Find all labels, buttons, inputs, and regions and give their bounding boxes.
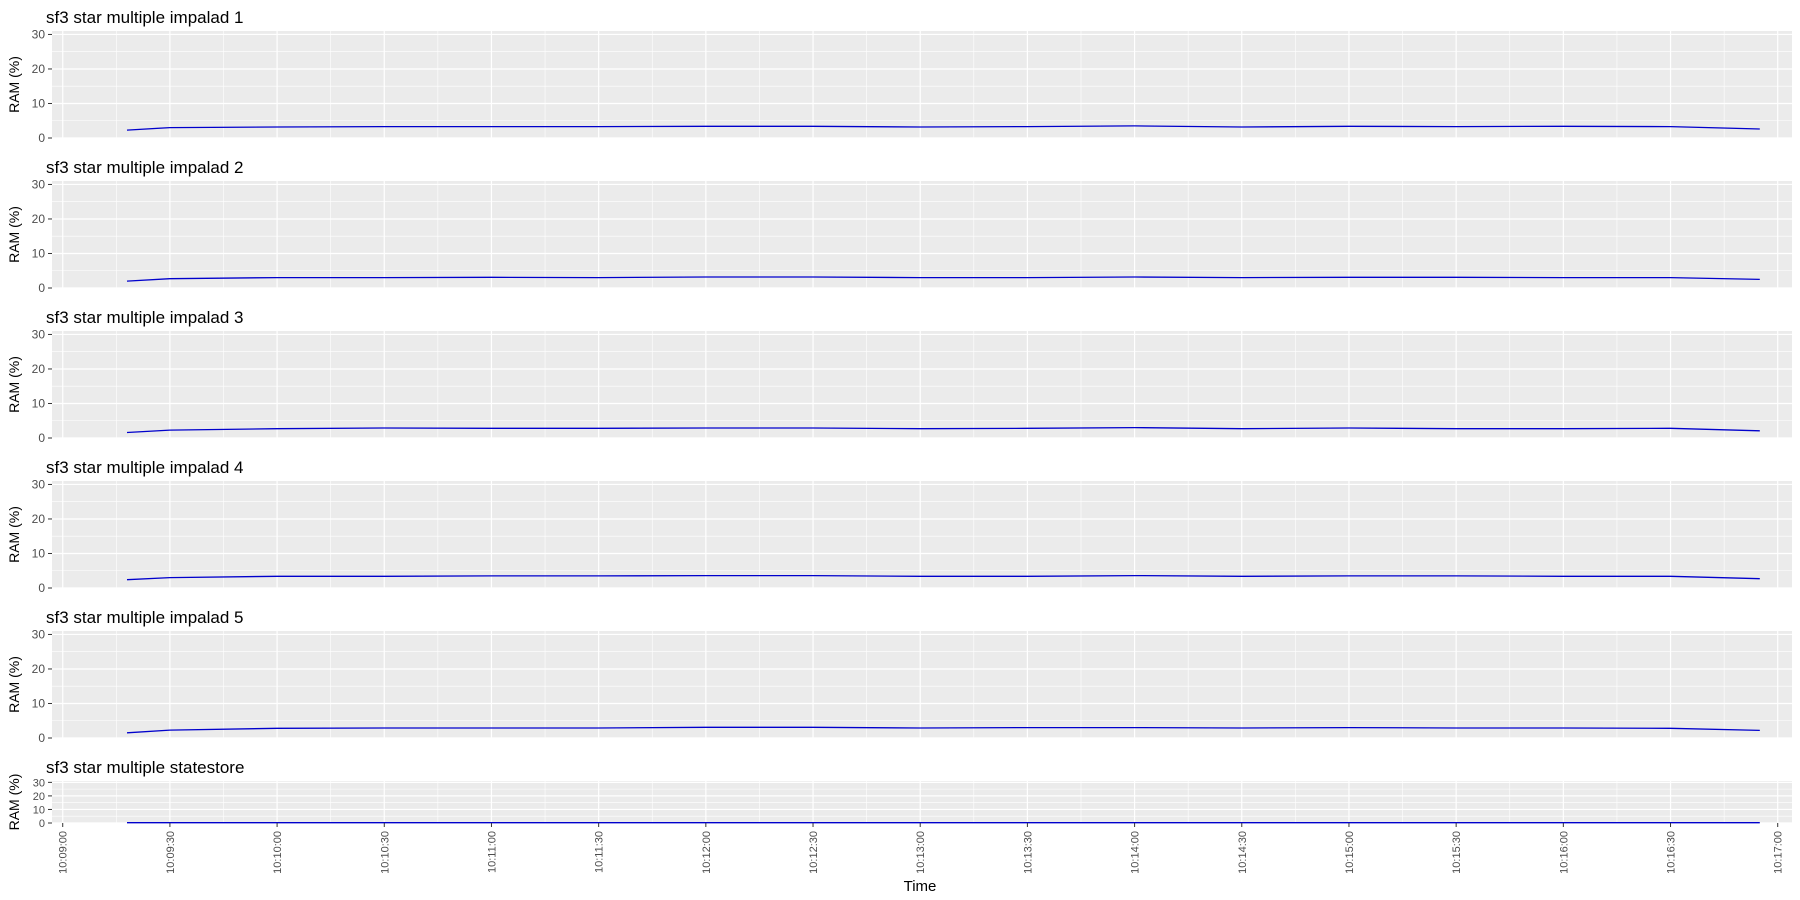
y-tick-label: 20 <box>32 362 46 376</box>
y-tick-label: 10 <box>33 804 45 816</box>
y-axis-label: RAM (%) <box>6 206 22 263</box>
x-tick-label: 10:15:00 <box>1344 831 1356 874</box>
y-tick-label: 10 <box>32 696 46 710</box>
ram-series-line <box>126 276 1760 282</box>
x-tick-label: 10:16:00 <box>1558 831 1570 874</box>
panel-title: sf3 star multiple statestore <box>46 758 244 777</box>
x-tick-label: 10:13:00 <box>915 831 927 874</box>
y-axis-label: RAM (%) <box>6 56 22 113</box>
y-tick-label: 0 <box>38 731 45 745</box>
panel-background <box>52 481 1792 588</box>
panel-title: sf3 star multiple impalad 2 <box>46 158 243 177</box>
panel-title: sf3 star multiple impalad 5 <box>46 608 243 627</box>
panel-background <box>52 31 1792 138</box>
y-tick-label: 10 <box>32 546 46 560</box>
ram-series-line <box>126 125 1760 131</box>
panel-title: sf3 star multiple impalad 4 <box>46 458 243 477</box>
x-tick-label: 10:13:30 <box>1022 831 1034 874</box>
x-tick-label: 10:17:00 <box>1773 831 1785 874</box>
y-tick-label: 30 <box>32 27 46 41</box>
ram-series-line <box>126 426 1760 434</box>
chart-panel: sf3 star multiple impalad 4 0 10 20 30 RAM (%… <box>6 458 1792 595</box>
y-axis-label: RAM (%) <box>6 356 22 413</box>
panel-background <box>52 781 1792 823</box>
y-tick-label: 30 <box>33 777 45 789</box>
y-tick-label: 30 <box>32 477 46 491</box>
y-tick-label: 20 <box>32 62 46 76</box>
chart-panel: sf3 star multiple impalad 3 0 10 20 30 RAM (%… <box>6 308 1792 445</box>
panel-title: sf3 star multiple impalad 1 <box>46 8 243 27</box>
y-tick-label: 20 <box>32 512 46 526</box>
y-tick-label: 10 <box>32 246 46 260</box>
x-axis-label: Time <box>904 878 937 895</box>
y-tick-label: 20 <box>33 791 45 803</box>
x-tick-label: 10:14:30 <box>1237 831 1249 874</box>
y-axis-label: RAM (%) <box>6 774 22 831</box>
x-tick-label: 10:09:30 <box>165 831 177 874</box>
y-tick-label: 0 <box>38 431 45 445</box>
shared-x-axis: 10:09:00 10:09:30 10:10:00 10:10:30 10:11:00… <box>58 823 1785 874</box>
x-tick-label: 10:11:30 <box>594 831 606 873</box>
y-tick-label: 30 <box>32 327 46 341</box>
y-tick-label: 20 <box>32 662 46 676</box>
ram-series-line <box>126 574 1760 581</box>
y-axis-label: RAM (%) <box>6 506 22 563</box>
chart-panel: sf3 star multiple impalad 1 0 10 20 30 RAM (%… <box>6 8 1792 145</box>
y-tick-label: 10 <box>32 96 46 110</box>
y-tick-label: 0 <box>39 818 45 830</box>
x-tick-label: 10:11:00 <box>486 831 498 873</box>
x-tick-label: 10:10:00 <box>272 831 284 874</box>
x-tick-label: 10:15:30 <box>1451 831 1463 874</box>
y-tick-label: 0 <box>38 281 45 295</box>
y-tick-label: 0 <box>38 131 45 145</box>
y-tick-label: 0 <box>38 581 45 595</box>
x-tick-label: 10:14:00 <box>1130 831 1142 874</box>
chart-panel: sf3 star multiple impalad 2 0 10 20 30 RAM (%… <box>6 158 1792 295</box>
x-tick-label: 10:12:00 <box>701 831 713 874</box>
y-tick-label: 10 <box>32 396 46 410</box>
ram-series-line <box>126 726 1760 734</box>
y-tick-label: 30 <box>32 177 46 191</box>
panel-background <box>52 331 1792 438</box>
panel-title: sf3 star multiple impalad 3 <box>46 308 243 327</box>
y-tick-label: 30 <box>32 627 46 641</box>
x-tick-label: 10:16:30 <box>1666 831 1678 874</box>
y-axis-label: RAM (%) <box>6 656 22 713</box>
chart-panel: sf3 star multiple impalad 5 0 10 20 30 RAM (%… <box>6 608 1792 745</box>
panel-background <box>52 181 1792 288</box>
x-tick-label: 10:12:30 <box>808 831 820 874</box>
panel-background <box>52 631 1792 738</box>
y-tick-label: 20 <box>32 212 46 226</box>
x-tick-label: 10:10:30 <box>379 831 391 874</box>
x-tick-label: 10:09:00 <box>58 831 70 874</box>
